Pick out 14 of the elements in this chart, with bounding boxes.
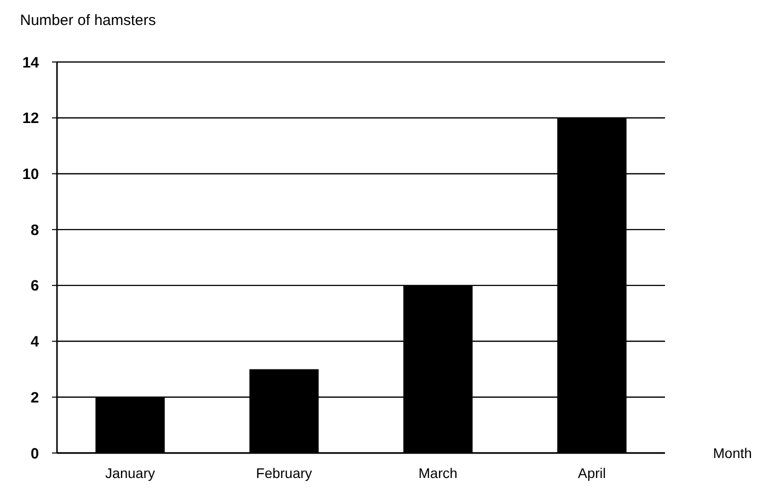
y-tick-label: 8: [30, 222, 39, 239]
y-tick-label: 4: [30, 334, 40, 351]
y-tick-label: 12: [22, 110, 39, 128]
x-tick-label: March: [418, 465, 458, 481]
y-axis-title: Number of hamsters: [20, 12, 156, 29]
x-tick-label: April: [578, 465, 606, 481]
y-tick-label: 0: [30, 445, 39, 462]
y-tick-label: 10: [22, 166, 39, 183]
y-tick-label: 2: [30, 389, 39, 406]
y-tick-label: 14: [22, 54, 40, 72]
x-axis-title: Month: [713, 445, 752, 461]
x-tick-label: January: [105, 465, 156, 481]
y-tick-label: 6: [30, 278, 39, 295]
x-tick-label: February: [256, 465, 312, 481]
